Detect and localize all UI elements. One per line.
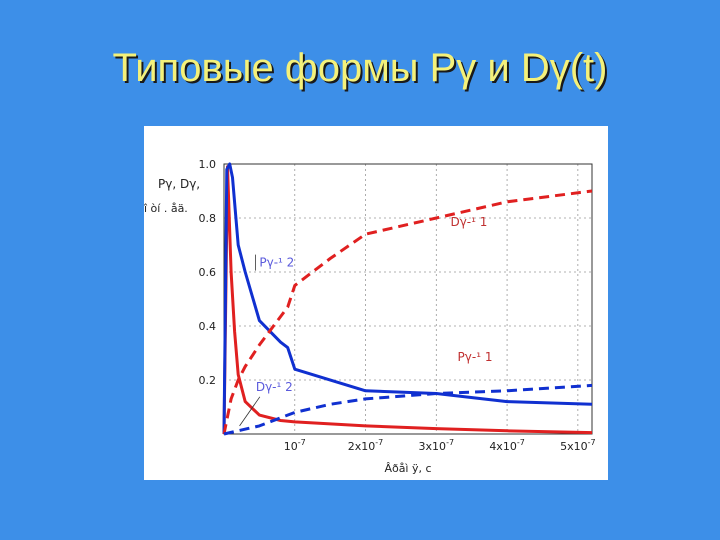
y-tick-label: 0.4 xyxy=(199,320,217,333)
x-tick-label: 3x10-7 xyxy=(419,438,455,453)
y-tick-label: 0.8 xyxy=(199,212,217,225)
series-line-1 xyxy=(222,165,593,435)
slide-title: Типовые формы Pγ и Dγ(t) xyxy=(112,46,608,90)
annotation-label-1: Dγ-¹ 1 xyxy=(450,215,487,229)
x-tick-label: 4x10-7 xyxy=(489,438,524,453)
y-tick-label: 1.0 xyxy=(199,158,217,171)
x-tick-label: 5x10-7 xyxy=(560,438,596,453)
annotation-label-3: Pγ-¹ 1 xyxy=(458,350,493,364)
x-axis-label: Âðåì ÿ, c xyxy=(384,462,431,475)
annotation-label-2: Pγ-¹ 2 xyxy=(259,256,294,270)
y-ticks: 0.2 0.4 0.6 0.8 1.0 xyxy=(199,158,217,387)
x-tick-label: 2x10-7 xyxy=(348,438,384,453)
chart-svg: 0.2 0.4 0.6 0.8 1.0 10-7 2x10-7 3x10-7 4x10-7 5x… xyxy=(143,158,596,475)
x-ticks: 10-7 2x10-7 3x10-7 4x10-7 5x10-7 xyxy=(284,438,596,453)
annotations: Dγ-¹ 1 Pγ-¹ 2 Pγ-¹ 1 Dγ-¹ 2 xyxy=(239,215,493,427)
x-tick-label: 10-7 xyxy=(284,438,306,453)
y-tick-label: 0.2 xyxy=(199,374,217,387)
y-axis-label-line-2: î òí . åä. xyxy=(144,202,188,215)
series-group xyxy=(222,162,593,436)
y-axis-label-line-1: Pγ, Dγ, xyxy=(158,177,200,191)
annotation-leader xyxy=(239,396,261,427)
annotation-label-4: Dγ-¹ 2 xyxy=(256,380,293,394)
y-tick-label: 0.6 xyxy=(199,266,217,279)
chart-panel: 0.2 0.4 0.6 0.8 1.0 10-7 2x10-7 3x10-7 4x10-7 5x… xyxy=(143,126,608,480)
series-line-4 xyxy=(223,383,593,436)
series-line-3 xyxy=(222,189,593,435)
